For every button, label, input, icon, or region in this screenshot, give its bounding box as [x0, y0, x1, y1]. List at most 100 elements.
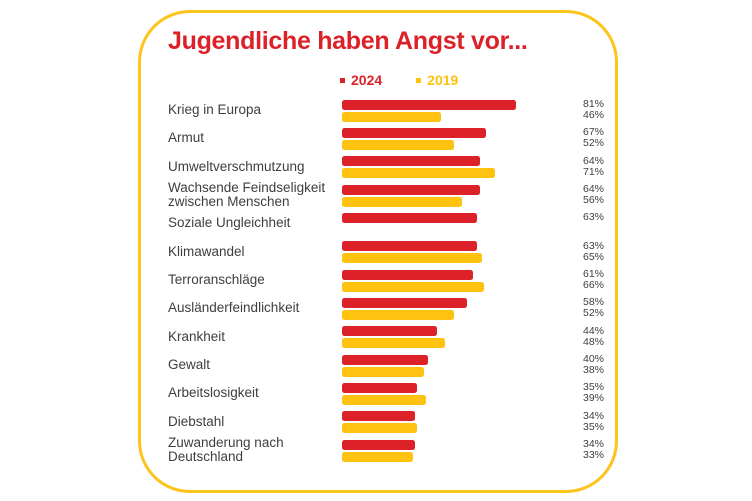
- category-label: Arbeitslosigkeit: [168, 385, 259, 401]
- category-label: Ausländerfeindlichkeit: [168, 300, 300, 316]
- value-labels: 34% 33%: [583, 436, 614, 464]
- bar-2019: [342, 366, 424, 377]
- bar-2019: [342, 451, 413, 462]
- bar-2024: [342, 269, 474, 280]
- value-labels: 44% 48%: [583, 323, 614, 351]
- bar-2019: [342, 196, 463, 207]
- chart-row: Zuwanderung nach Deutschland 34% 33%: [168, 434, 614, 465]
- value-labels: 63%: [583, 209, 614, 237]
- bar-2024: [342, 184, 480, 195]
- value-2024: 35%: [583, 381, 605, 394]
- value-labels: 58% 52%: [583, 294, 614, 322]
- category-label: Soziale Ungleichheit: [168, 215, 291, 231]
- bar-2019: [342, 139, 454, 150]
- bar-2019: [342, 111, 441, 122]
- value-2019: 46%: [583, 109, 605, 121]
- category-label: Zuwanderung nach Deutschland: [168, 434, 284, 465]
- value-2019: 65%: [583, 250, 605, 263]
- legend-item-2024: 2024: [340, 72, 382, 88]
- value-2024: 44%: [583, 324, 605, 337]
- value-2019: 39%: [583, 392, 605, 405]
- bar-2024: [342, 127, 487, 138]
- value-labels: 64% 56%: [583, 181, 614, 209]
- bar-2024: [342, 241, 478, 252]
- bar-2024: [342, 382, 418, 393]
- value-2024: 63%: [583, 239, 605, 252]
- legend-label-2019: 2019: [427, 72, 459, 88]
- value-2019: 52%: [583, 307, 605, 320]
- value-2024: 61%: [583, 268, 605, 281]
- bar-group: [342, 323, 583, 351]
- chart-row: Diebstahl 34% 35%: [168, 408, 614, 436]
- bar-2019: [342, 338, 446, 349]
- bar-2024: [342, 439, 416, 450]
- value-2019: 56%: [583, 194, 605, 207]
- legend-swatch-2024-icon: [340, 77, 345, 83]
- bar-2024: [342, 99, 517, 110]
- chart-row: Krieg in Europa 81% 46%: [168, 96, 614, 124]
- chart-row: Arbeitslosigkeit 35% 39%: [168, 379, 614, 407]
- category-label: Gewalt: [168, 357, 211, 373]
- bar-group: [342, 238, 583, 266]
- bar-group: [342, 266, 583, 294]
- chart-row: Soziale Ungleichheit 63%: [168, 209, 614, 237]
- bar-group: [342, 181, 583, 209]
- bar-2024: [342, 212, 478, 223]
- value-2019: 66%: [583, 279, 605, 292]
- bar-2024: [342, 156, 480, 167]
- value-2024: 40%: [583, 353, 605, 366]
- legend-item-2019: 2019: [416, 72, 458, 88]
- value-labels: 61% 66%: [583, 266, 614, 294]
- legend-label-2024: 2024: [351, 72, 383, 88]
- value-2019: 35%: [583, 420, 605, 433]
- chart-row: Ausländerfeindlichkeit 58% 52%: [168, 294, 614, 322]
- value-2019: 48%: [583, 335, 605, 348]
- value-2019: 33%: [583, 449, 605, 462]
- value-2019: 71%: [583, 165, 605, 178]
- category-label: Klimawandel: [168, 243, 245, 259]
- value-2024: 64%: [583, 183, 605, 196]
- bar-2019: [342, 423, 418, 434]
- chart-title: Jugendliche haben Angst vor...: [168, 27, 528, 55]
- value-labels: 63% 65%: [583, 238, 614, 266]
- chart-rows: Krieg in Europa 81% 46% Armut 67% 52% Umweltve…: [168, 96, 614, 465]
- bar-2024: [342, 297, 467, 308]
- value-2024: 58%: [583, 296, 605, 309]
- legend-swatch-2019-icon: [416, 77, 422, 83]
- value-labels: 35% 39%: [583, 379, 614, 407]
- value-2019: 38%: [583, 364, 605, 377]
- bar-2019: [342, 253, 482, 264]
- chart-row: Armut 67% 52%: [168, 124, 614, 152]
- bar-2019: [342, 394, 426, 405]
- value-labels: 40% 38%: [583, 351, 614, 379]
- chart-row: Gewalt 40% 38%: [168, 351, 614, 379]
- chart-row: Umweltverschmutzung 64% 71%: [168, 153, 614, 181]
- category-label: Umweltverschmutzung: [168, 158, 305, 174]
- value-labels: 34% 35%: [583, 408, 614, 436]
- legend: 2024 2019: [340, 72, 458, 88]
- bar-group: [342, 436, 583, 464]
- bar-2019: [342, 281, 484, 292]
- chart-row: Klimawandel 63% 65%: [168, 238, 614, 266]
- infographic-card: Jugendliche haben Angst vor... 2024 2019…: [138, 10, 618, 493]
- bar-group: [342, 351, 583, 379]
- category-label: Armut: [168, 130, 205, 146]
- category-label: Wachsende Feindseligkeit zwischen Mensch…: [168, 179, 326, 210]
- value-2024: 64%: [583, 154, 605, 167]
- value-2024: 63%: [583, 211, 605, 224]
- bar-group: [342, 294, 583, 322]
- value-2024: 34%: [583, 409, 605, 422]
- category-label: Krankheit: [168, 328, 226, 344]
- bar-group: [342, 209, 583, 237]
- category-label: Krieg in Europa: [168, 101, 262, 117]
- value-2019: 52%: [583, 137, 605, 150]
- value-2024: 34%: [583, 438, 605, 451]
- chart-row: Terroranschläge 61% 66%: [168, 266, 614, 294]
- bar-2024: [342, 326, 437, 337]
- bar-2024: [342, 411, 416, 422]
- bar-group: [342, 379, 583, 407]
- bar-2024: [342, 354, 428, 365]
- bar-group: [342, 96, 583, 124]
- value-labels: 67% 52%: [583, 124, 614, 152]
